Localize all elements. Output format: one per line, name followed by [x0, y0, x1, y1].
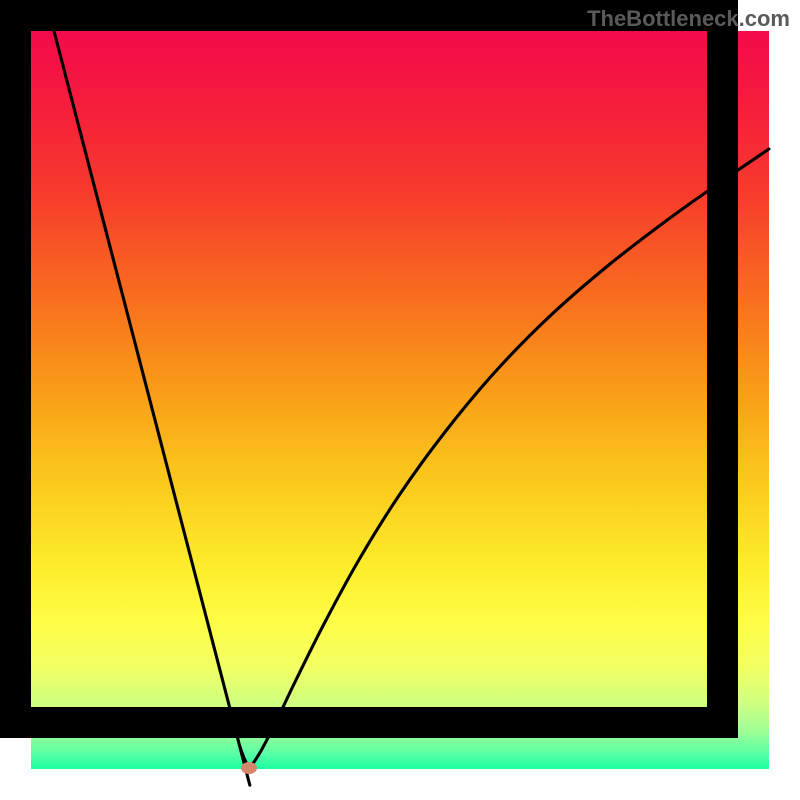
curve-plot: [0, 0, 800, 800]
bottleneck-curve: [54, 31, 769, 785]
watermark-text: TheBottleneck.com: [587, 6, 790, 32]
bottleneck-marker: [241, 762, 257, 774]
chart-container: TheBottleneck.com: [0, 0, 800, 800]
